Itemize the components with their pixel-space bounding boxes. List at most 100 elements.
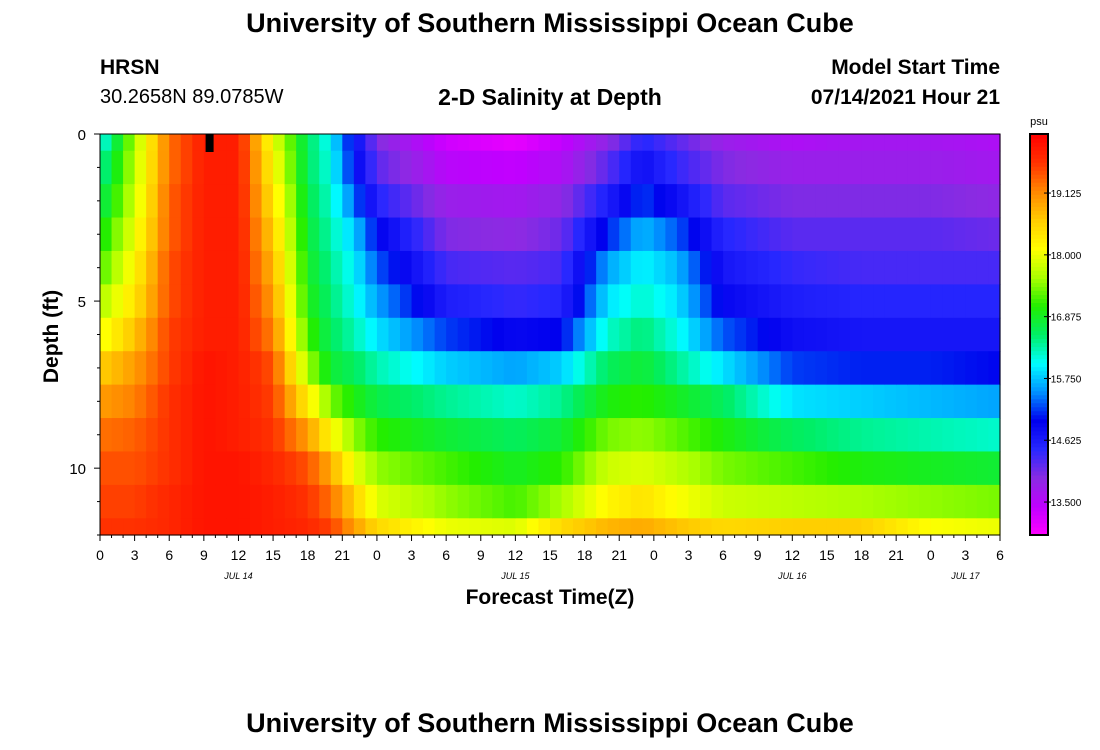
heatmap-cell bbox=[746, 351, 759, 386]
heatmap-cell bbox=[665, 217, 678, 252]
colorbar-segment bbox=[1030, 182, 1048, 187]
heatmap-cell bbox=[423, 184, 436, 219]
heatmap-cell bbox=[423, 418, 436, 453]
heatmap-cell bbox=[711, 184, 724, 219]
heatmap-cell bbox=[596, 351, 609, 386]
colorbar-segment bbox=[1030, 362, 1048, 368]
heatmap-cell bbox=[296, 217, 309, 252]
colorbar-segment bbox=[1030, 238, 1048, 243]
heatmap-cell bbox=[480, 217, 493, 252]
heatmap-cell bbox=[930, 451, 943, 486]
heatmap-cell bbox=[988, 451, 1001, 486]
heatmap-cell bbox=[780, 217, 793, 252]
heatmap-cell bbox=[215, 284, 228, 319]
heatmap-cell bbox=[607, 418, 620, 453]
colorbar-segment bbox=[1030, 246, 1048, 251]
heatmap-cell bbox=[203, 518, 216, 536]
heatmap-cell bbox=[434, 518, 447, 536]
heatmap-cell bbox=[907, 284, 920, 319]
heatmap-cell bbox=[792, 484, 805, 519]
heatmap-cell bbox=[169, 150, 182, 185]
heatmap-cell bbox=[376, 351, 390, 386]
colorbar-segment bbox=[1030, 326, 1048, 332]
heatmap-cell bbox=[619, 317, 632, 352]
heatmap-cell bbox=[400, 250, 413, 285]
heatmap-cell bbox=[953, 418, 966, 453]
heatmap-cell bbox=[769, 518, 782, 536]
heatmap-cell bbox=[746, 451, 759, 486]
heatmap-cell bbox=[157, 484, 170, 519]
heatmap-cell bbox=[388, 518, 401, 536]
heatmap-cell bbox=[226, 518, 240, 536]
heatmap-cell bbox=[919, 150, 932, 185]
heatmap-cell bbox=[550, 518, 563, 536]
heatmap-cell bbox=[584, 250, 597, 285]
heatmap-cell bbox=[607, 184, 620, 219]
heatmap-cell bbox=[607, 284, 620, 319]
heatmap-cell bbox=[607, 451, 620, 486]
heatmap-cell bbox=[734, 184, 747, 219]
heatmap-cell bbox=[261, 184, 274, 219]
heatmap-cell bbox=[457, 217, 470, 252]
heatmap-cell bbox=[503, 351, 516, 386]
heatmap-cell bbox=[723, 150, 736, 185]
heatmap-cell bbox=[988, 134, 1001, 152]
heatmap-cell bbox=[630, 317, 643, 352]
heatmap-cell bbox=[861, 250, 874, 285]
heatmap-cell bbox=[884, 284, 897, 319]
heatmap-cell bbox=[838, 284, 851, 319]
heatmap-cell bbox=[411, 134, 424, 152]
heatmap-cell bbox=[584, 418, 597, 453]
heatmap-cell bbox=[561, 317, 574, 352]
heatmap-cell bbox=[215, 418, 228, 453]
heatmap-cell bbox=[988, 217, 1001, 252]
heatmap-cell bbox=[688, 284, 701, 319]
heatmap-cell bbox=[273, 284, 286, 319]
heatmap-cell bbox=[203, 351, 216, 386]
heatmap-cell bbox=[434, 317, 447, 352]
heatmap-cell bbox=[919, 418, 932, 453]
heatmap-cell bbox=[896, 284, 909, 319]
heatmap-cell bbox=[792, 384, 805, 419]
heatmap-cell bbox=[261, 451, 274, 486]
heatmap-cell bbox=[803, 484, 816, 519]
heatmap-cell bbox=[319, 351, 332, 386]
heatmap-cell bbox=[457, 518, 470, 536]
heatmap-cell bbox=[780, 418, 793, 453]
colorbar-segment bbox=[1030, 414, 1048, 420]
heatmap-cell bbox=[653, 150, 666, 185]
heatmap-cell bbox=[411, 418, 424, 453]
heatmap-cell bbox=[873, 484, 886, 519]
heatmap-cell bbox=[307, 134, 320, 152]
heatmap-cell bbox=[757, 217, 770, 252]
heatmap-cell bbox=[226, 317, 240, 352]
heatmap-cell bbox=[446, 518, 459, 536]
colorbar-segment bbox=[1030, 438, 1048, 444]
heatmap-cell bbox=[665, 451, 678, 486]
heatmap-cell bbox=[342, 134, 355, 152]
heatmap-cell bbox=[584, 351, 597, 386]
heatmap-cell bbox=[215, 351, 228, 386]
heatmap-cell bbox=[215, 184, 228, 219]
heatmap-cell bbox=[988, 384, 1001, 419]
heatmap-cell bbox=[700, 317, 713, 352]
heatmap-cell bbox=[250, 250, 263, 285]
heatmap-cell bbox=[792, 518, 805, 536]
colorbar-segment bbox=[1030, 274, 1048, 279]
heatmap-cell bbox=[503, 184, 516, 219]
heatmap-cell bbox=[757, 451, 770, 486]
heatmap-cell bbox=[446, 217, 459, 252]
heatmap-cell bbox=[953, 351, 966, 386]
heatmap-cell bbox=[803, 317, 816, 352]
heatmap-cell bbox=[665, 384, 678, 419]
heatmap-cell bbox=[296, 418, 309, 453]
colorbar-segment bbox=[1030, 302, 1048, 308]
heatmap-cell bbox=[330, 484, 343, 519]
heatmap-cell bbox=[792, 317, 805, 352]
heatmap-cell bbox=[250, 284, 263, 319]
heatmap-cell bbox=[757, 317, 770, 352]
x-axis-label: Forecast Time(Z) bbox=[466, 586, 635, 609]
heatmap-cell bbox=[873, 317, 886, 352]
heatmap-cell bbox=[953, 284, 966, 319]
